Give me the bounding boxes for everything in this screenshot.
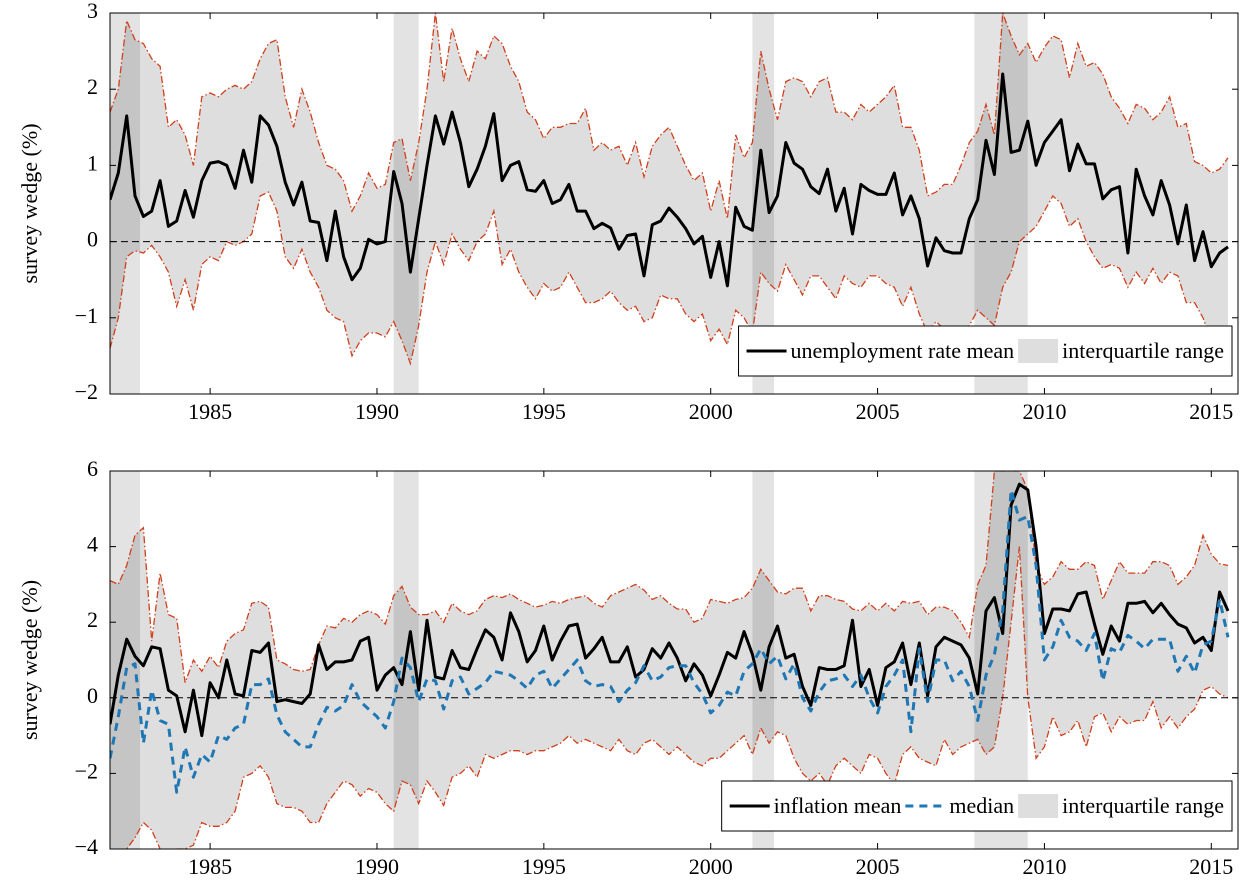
y-tick-label: 4 bbox=[87, 532, 98, 557]
y-tick-label: 0 bbox=[87, 683, 98, 708]
x-tick-label: 1995 bbox=[522, 854, 566, 879]
series-line bbox=[110, 488, 1230, 794]
series-line bbox=[110, 482, 1230, 738]
legend-box bbox=[738, 325, 1233, 377]
x-tick-label: 2015 bbox=[1189, 399, 1233, 424]
y-axis-label: survey wedge (%) bbox=[17, 580, 42, 740]
shaded-region bbox=[752, 13, 775, 394]
legend-label: unemployment rate mean bbox=[791, 338, 1015, 363]
band-edge bbox=[110, 13, 1229, 219]
band-edge bbox=[110, 471, 1229, 683]
legend-swatch bbox=[1018, 794, 1059, 818]
y-tick-label: −2 bbox=[75, 758, 98, 783]
y-axis-label: survey wedge (%) bbox=[17, 123, 42, 283]
plot-frame bbox=[109, 12, 1239, 395]
y-tick-label: −4 bbox=[75, 834, 98, 859]
y-tick-label: 3 bbox=[87, 0, 98, 23]
legend: unemployment rate mean interquartile rang… bbox=[738, 325, 1233, 377]
x-tick-label: 1985 bbox=[188, 399, 232, 424]
band-fill bbox=[110, 471, 1228, 849]
legend-swatch bbox=[1018, 339, 1059, 363]
y-tick-label: 1 bbox=[87, 150, 98, 175]
shaded-region bbox=[110, 471, 141, 849]
x-tick-label: 2010 bbox=[1022, 854, 1066, 879]
band-fill bbox=[110, 13, 1228, 364]
x-tick-label: 2010 bbox=[1022, 399, 1066, 424]
legend-label: inflation mean bbox=[774, 793, 902, 818]
legend-label: interquartile range bbox=[1062, 338, 1224, 363]
y-tick-label: 0 bbox=[87, 227, 98, 252]
y-tick-label: 2 bbox=[87, 607, 98, 632]
legend: inflation mean median interquartile range bbox=[721, 780, 1233, 832]
x-tick-label: 2005 bbox=[856, 399, 900, 424]
x-tick-label: 1995 bbox=[522, 399, 566, 424]
x-tick-label: 2005 bbox=[856, 854, 900, 879]
legend-label: interquartile range bbox=[1062, 793, 1224, 818]
x-tick-label: 2000 bbox=[689, 399, 733, 424]
plot-frame bbox=[109, 470, 1239, 850]
shaded-region bbox=[752, 471, 775, 849]
y-tick-label: −1 bbox=[75, 303, 98, 328]
y-tick-label: 2 bbox=[87, 74, 98, 99]
shaded-region bbox=[393, 13, 419, 394]
series-line bbox=[110, 72, 1229, 288]
x-tick-label: 1985 bbox=[188, 854, 232, 879]
band-edge bbox=[110, 546, 1229, 849]
legend-box bbox=[721, 780, 1233, 832]
y-tick-label: 6 bbox=[87, 456, 98, 481]
x-tick-label: 2015 bbox=[1189, 854, 1233, 879]
legend-label: median bbox=[949, 793, 1014, 818]
x-tick-label: 1990 bbox=[355, 854, 399, 879]
x-tick-label: 2000 bbox=[689, 854, 733, 879]
y-tick-label: −2 bbox=[75, 379, 98, 404]
band-edge bbox=[110, 191, 1229, 366]
plot-area bbox=[110, 13, 1238, 394]
x-tick-label: 1990 bbox=[355, 399, 399, 424]
